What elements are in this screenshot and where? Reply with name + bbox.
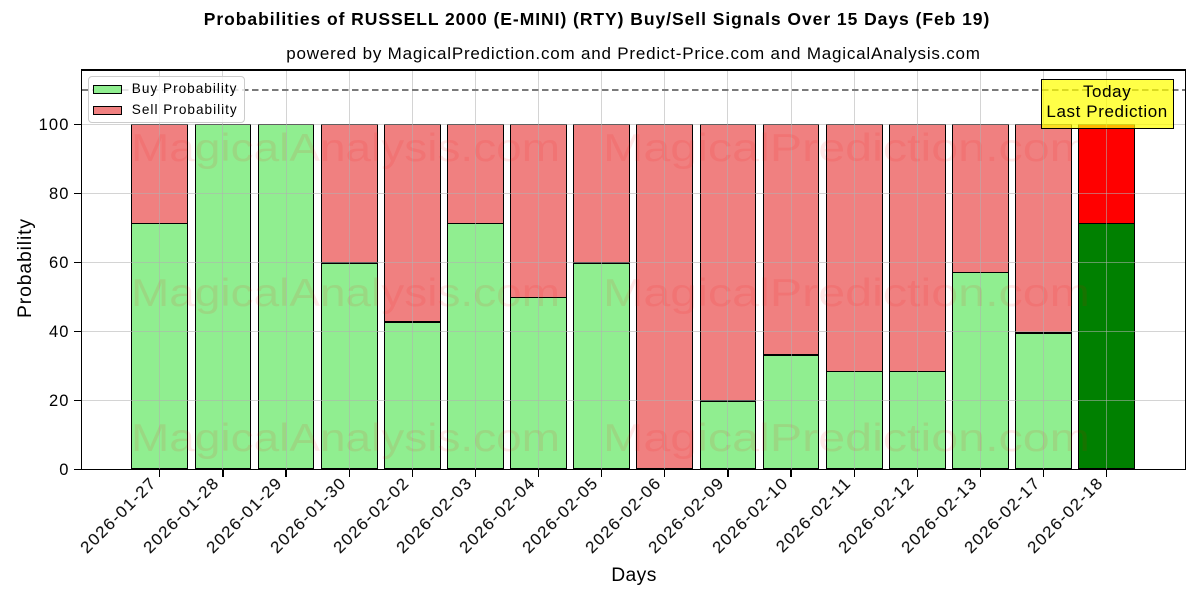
svg-text:MagicalAnalysis.com: MagicalAnalysis.com — [131, 127, 560, 170]
svg-text:MagicalAnalysis.com: MagicalAnalysis.com — [131, 417, 560, 460]
svg-text:MagicalPrediction.com: MagicalPrediction.com — [603, 417, 1090, 460]
svg-text:MagicalPrediction.com: MagicalPrediction.com — [603, 272, 1090, 315]
svg-text:MagicalAnalysis.com: MagicalAnalysis.com — [131, 272, 560, 315]
svg-text:MagicalPrediction.com: MagicalPrediction.com — [603, 127, 1090, 170]
